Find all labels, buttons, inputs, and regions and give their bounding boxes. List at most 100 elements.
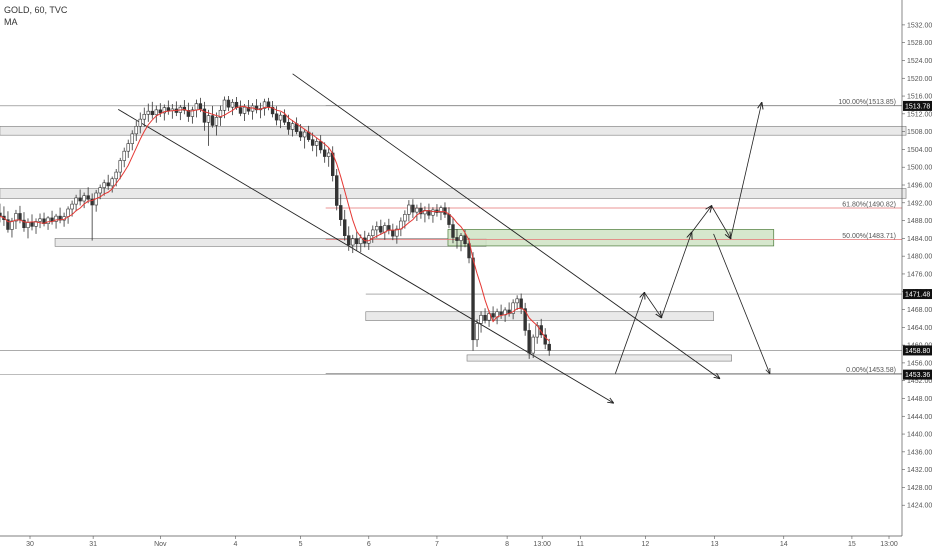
candle-body [547, 343, 551, 351]
candle-body [98, 187, 102, 194]
y-tick-label: 1444.00 [907, 414, 932, 421]
candle-body [46, 217, 50, 224]
candle-body [343, 219, 347, 236]
candle-body [411, 204, 415, 213]
candle-body [326, 152, 331, 157]
x-tick-label: Nov [154, 541, 167, 548]
candle-body [190, 109, 195, 117]
candle-body [166, 107, 171, 112]
candle-body [375, 226, 379, 231]
candle-body [419, 207, 423, 215]
candle-body [122, 150, 126, 161]
x-tick-label: 13:00 [880, 541, 898, 548]
y-tick-label: 1424.00 [907, 503, 932, 510]
candle-body [214, 117, 219, 126]
candle-body [339, 205, 343, 220]
candle-body [154, 109, 158, 116]
y-tick-label: 1484.00 [907, 236, 932, 243]
candle-body [439, 207, 443, 213]
indicator-label[interactable]: MA [4, 17, 18, 27]
candle-body [206, 115, 211, 123]
symbol-label[interactable]: GOLD, 60, TVC [4, 5, 68, 15]
candle-body [266, 101, 271, 108]
fib-label: 100.00%(1513.85) [838, 99, 896, 106]
x-tick-label: 15 [848, 541, 856, 548]
candle-body [355, 238, 359, 245]
candle-body [186, 109, 191, 117]
y-tick-label: 1516.00 [907, 94, 932, 101]
candle-body [126, 143, 130, 152]
x-tick-label: 6 [367, 541, 371, 548]
candle-body [391, 230, 395, 237]
price-tag: 1453.36 [903, 369, 932, 380]
candle-body [226, 99, 231, 108]
price-tag-bg [903, 369, 932, 380]
candle-body [415, 207, 419, 213]
candle-body [407, 204, 411, 215]
candle-body [531, 336, 535, 354]
candle-body [351, 238, 355, 246]
candle-body [511, 302, 515, 314]
channel-line [117, 109, 613, 403]
price-tag: 1458.80 [903, 345, 932, 356]
y-tick-label: 1504.00 [907, 147, 932, 154]
price-tag: 1513.78 [903, 100, 932, 111]
candle-body [262, 101, 267, 109]
y-tick-label: 1476.00 [907, 271, 932, 278]
y-tick-label: 1528.00 [907, 40, 932, 47]
candle-body [70, 203, 74, 210]
y-tick-label: 1512.00 [907, 111, 932, 118]
candle-body [38, 218, 42, 222]
candle-body [150, 110, 154, 116]
candle-body [90, 198, 94, 206]
y-tick-label: 1468.00 [907, 307, 932, 314]
candle-body [379, 226, 383, 233]
candle-body [479, 315, 483, 324]
candle-body [278, 114, 283, 121]
candle-body [443, 207, 447, 215]
candle-body [134, 125, 138, 135]
candle-body [290, 123, 295, 130]
x-tick-label: 14 [780, 541, 788, 548]
zone-rect [466, 354, 732, 362]
candle-body [14, 213, 18, 222]
candle-body [74, 197, 78, 205]
price-tag-bg [903, 100, 932, 111]
candle-body [6, 219, 10, 230]
candle-body [194, 103, 199, 111]
y-tick-label: 1524.00 [907, 58, 932, 65]
price-tag: 1471.48 [903, 289, 932, 300]
candle-body [54, 215, 58, 222]
candle-body [106, 182, 110, 187]
x-tick-label: 11 [577, 541, 584, 548]
candle-body [395, 228, 399, 237]
candle-body [182, 106, 187, 111]
y-tick-label: 1436.00 [907, 449, 932, 456]
y-tick-label: 1480.00 [907, 254, 932, 261]
candle-body [202, 108, 207, 123]
candle-body [158, 109, 163, 114]
x-tick-label: 7 [435, 541, 439, 548]
candle-body [0, 212, 2, 217]
candle-body [318, 141, 323, 151]
fib-label: 0.00%(1453.58) [846, 367, 896, 374]
candle-body [282, 114, 287, 123]
candle-body [471, 257, 475, 341]
candle-body [459, 235, 463, 241]
candle-body [310, 139, 315, 146]
candle-body [543, 334, 547, 345]
candle-body [274, 113, 279, 121]
candle-body [367, 235, 371, 244]
x-tick-label: 12 [642, 541, 650, 548]
candle-body [335, 175, 339, 206]
candle-body [359, 237, 363, 245]
price-tag-bg [903, 345, 932, 356]
candle-body [451, 224, 455, 238]
candle-body [10, 220, 14, 230]
candle-body [475, 323, 479, 341]
candle-body [314, 141, 319, 146]
ma-line [0, 105, 550, 342]
candle-body [322, 149, 327, 157]
projection-path-2 [713, 233, 770, 374]
